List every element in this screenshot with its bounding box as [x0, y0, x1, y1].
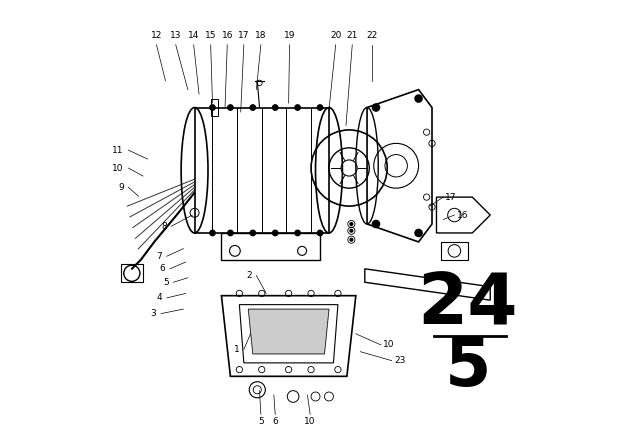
Text: 12: 12 — [151, 31, 162, 40]
Circle shape — [372, 104, 380, 111]
Text: 20: 20 — [330, 31, 341, 40]
Text: 3: 3 — [151, 309, 157, 318]
Text: 13: 13 — [170, 31, 182, 40]
Circle shape — [317, 230, 323, 236]
Text: 8: 8 — [161, 222, 167, 231]
Circle shape — [350, 238, 353, 241]
Circle shape — [350, 223, 353, 225]
Text: 16: 16 — [457, 211, 468, 220]
Bar — [441, 242, 468, 260]
Text: 18: 18 — [255, 31, 267, 40]
Text: 5: 5 — [445, 334, 491, 401]
Text: 19: 19 — [284, 31, 295, 40]
Text: 14: 14 — [188, 31, 199, 40]
Text: 17: 17 — [238, 31, 250, 40]
Bar — [211, 99, 218, 116]
Circle shape — [415, 95, 422, 102]
Circle shape — [210, 230, 215, 236]
Circle shape — [228, 230, 233, 236]
Text: 10: 10 — [383, 340, 394, 349]
Text: 24: 24 — [417, 270, 518, 339]
Circle shape — [295, 105, 300, 110]
Circle shape — [415, 229, 422, 237]
Circle shape — [372, 220, 380, 228]
Bar — [121, 264, 143, 282]
Text: 10: 10 — [305, 417, 316, 426]
Text: 11: 11 — [112, 146, 124, 155]
Text: 1: 1 — [234, 345, 239, 354]
Text: 9: 9 — [118, 183, 124, 192]
Text: 7: 7 — [157, 252, 163, 261]
Text: 21: 21 — [347, 31, 358, 40]
Circle shape — [273, 230, 278, 236]
Text: 6: 6 — [273, 417, 278, 426]
Text: 17: 17 — [445, 193, 457, 202]
Circle shape — [210, 105, 215, 110]
Text: 23: 23 — [394, 356, 405, 365]
Circle shape — [228, 105, 233, 110]
Circle shape — [273, 105, 278, 110]
Circle shape — [317, 105, 323, 110]
Text: 4: 4 — [157, 293, 163, 302]
Circle shape — [295, 230, 300, 236]
Circle shape — [250, 105, 255, 110]
Text: 10: 10 — [112, 164, 124, 172]
Polygon shape — [248, 309, 329, 354]
Text: 6: 6 — [160, 264, 165, 273]
Text: 5: 5 — [258, 417, 264, 426]
Circle shape — [350, 229, 353, 232]
Text: 2: 2 — [246, 271, 252, 280]
Text: 15: 15 — [205, 31, 216, 40]
Text: 16: 16 — [221, 31, 233, 40]
Text: 22: 22 — [366, 31, 377, 40]
Circle shape — [250, 230, 255, 236]
Text: 5: 5 — [163, 278, 169, 287]
